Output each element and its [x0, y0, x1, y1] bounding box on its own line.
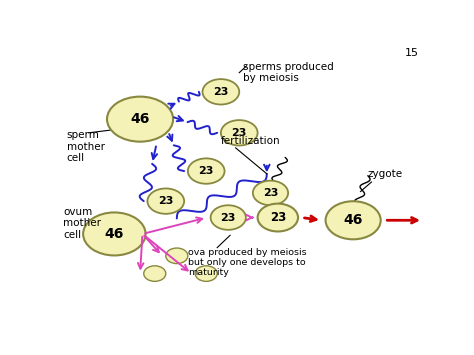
Text: 46: 46 — [130, 112, 150, 126]
Text: 23: 23 — [232, 128, 247, 138]
Ellipse shape — [258, 204, 298, 231]
Ellipse shape — [210, 205, 246, 230]
Text: 23: 23 — [220, 213, 236, 223]
Text: 15: 15 — [405, 48, 419, 58]
Ellipse shape — [326, 201, 381, 239]
Text: ova produced by meiosis
but only one develops to
maturity: ova produced by meiosis but only one dev… — [188, 248, 307, 277]
Text: fertilization: fertilization — [221, 136, 281, 147]
Text: zygote: zygote — [368, 169, 403, 179]
Text: 23: 23 — [270, 211, 286, 224]
Text: 23: 23 — [213, 87, 228, 97]
Ellipse shape — [107, 97, 173, 142]
Text: sperms produced
by meiosis: sperms produced by meiosis — [243, 62, 334, 83]
Ellipse shape — [221, 120, 258, 146]
Text: 23: 23 — [263, 188, 278, 198]
Ellipse shape — [83, 212, 146, 256]
Ellipse shape — [188, 158, 225, 184]
Text: 23: 23 — [199, 166, 214, 176]
Text: ovum
mother
cell: ovum mother cell — [63, 207, 101, 240]
Ellipse shape — [147, 189, 184, 214]
Text: 23: 23 — [158, 196, 173, 206]
Text: 46: 46 — [105, 227, 124, 241]
Ellipse shape — [166, 248, 188, 264]
Ellipse shape — [144, 266, 166, 282]
Text: sperm
mother
cell: sperm mother cell — [66, 130, 105, 163]
Ellipse shape — [253, 181, 288, 205]
Text: 46: 46 — [344, 213, 363, 227]
Ellipse shape — [195, 266, 217, 282]
Ellipse shape — [202, 79, 239, 104]
